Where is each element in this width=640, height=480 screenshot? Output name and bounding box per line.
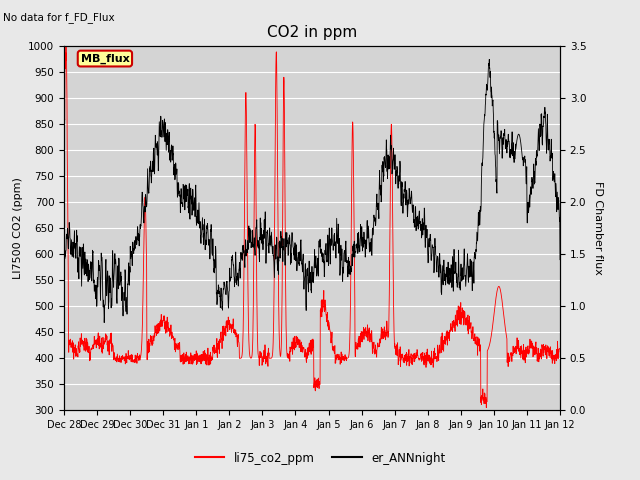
Y-axis label: FD Chamber flux: FD Chamber flux: [593, 181, 603, 275]
Text: No data for f_FD_Flux: No data for f_FD_Flux: [3, 12, 115, 23]
Legend: li75_co2_ppm, er_ANNnight: li75_co2_ppm, er_ANNnight: [190, 447, 450, 469]
Title: CO2 in ppm: CO2 in ppm: [267, 25, 357, 40]
Text: MB_flux: MB_flux: [81, 53, 129, 64]
Y-axis label: LI7500 CO2 (ppm): LI7500 CO2 (ppm): [13, 177, 22, 279]
